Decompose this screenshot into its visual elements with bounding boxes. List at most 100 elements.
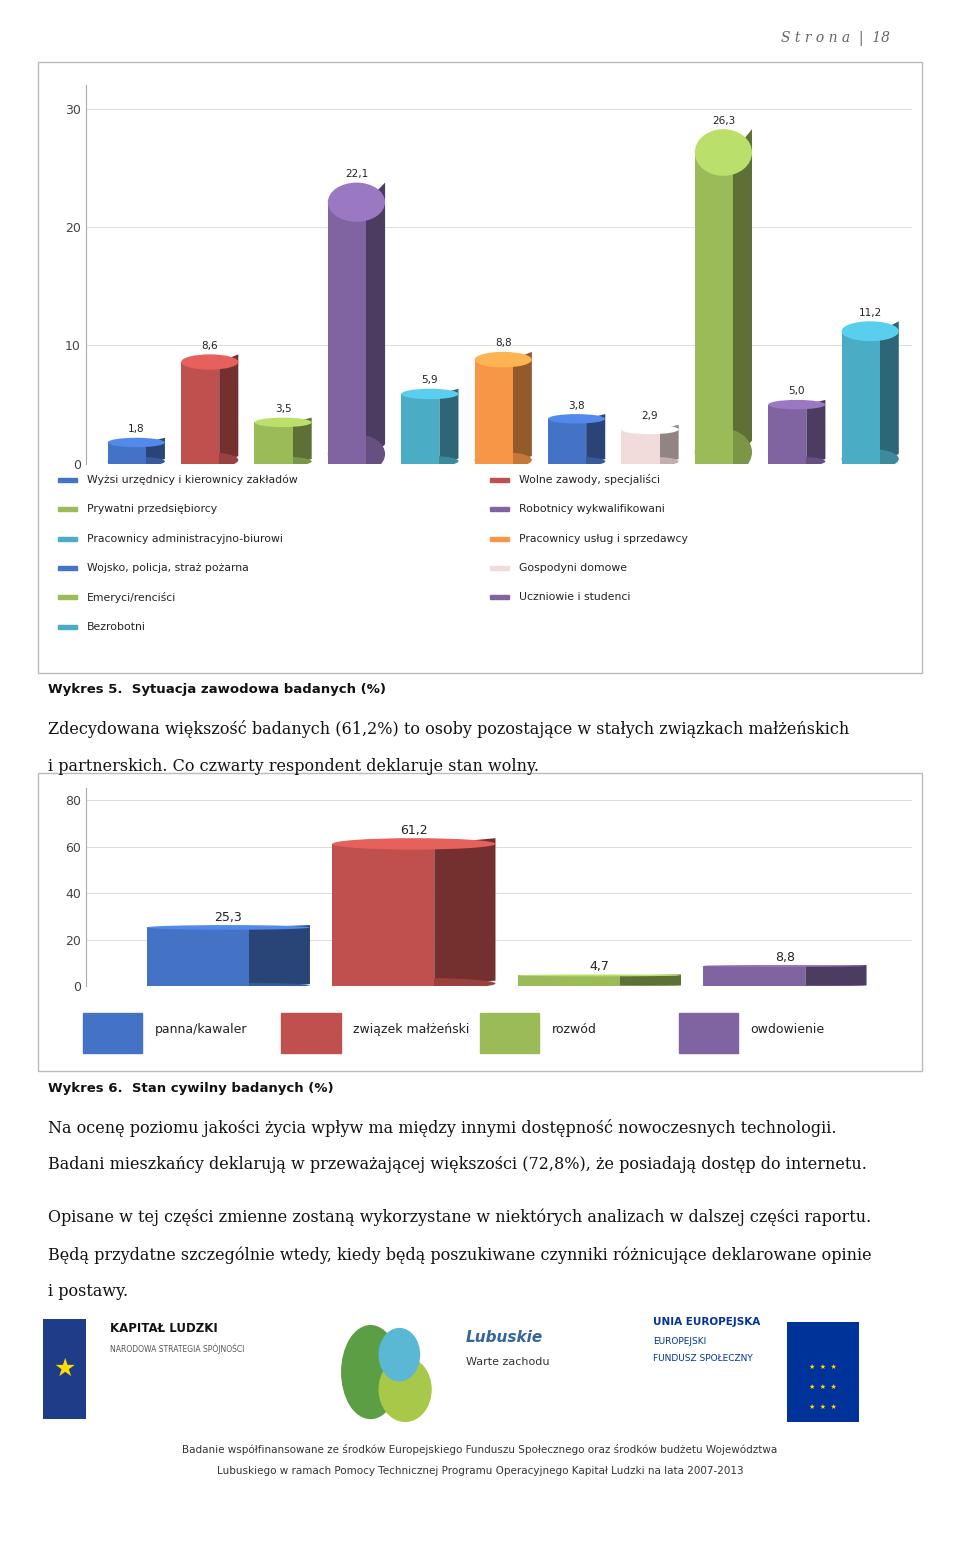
Bar	[58, 566, 77, 570]
Text: Warte zachodu: Warte zachodu	[466, 1357, 549, 1367]
Polygon shape	[660, 425, 679, 464]
Bar	[332, 844, 434, 986]
Text: 8,6: 8,6	[202, 340, 218, 351]
Ellipse shape	[181, 453, 238, 467]
Polygon shape	[732, 130, 752, 464]
Text: ★  ★  ★: ★ ★ ★	[809, 1404, 837, 1410]
Bar	[58, 625, 77, 629]
Ellipse shape	[517, 985, 681, 986]
Text: Wyżsi urzędnicy i kierownicy zakładów: Wyżsi urzędnicy i kierownicy zakładów	[87, 475, 298, 485]
Ellipse shape	[328, 182, 385, 221]
Bar	[768, 405, 806, 464]
Text: KAPITAŁ LUDZKI: KAPITAŁ LUDZKI	[110, 1322, 218, 1334]
Text: 25,3: 25,3	[214, 911, 242, 925]
Text: Pracownicy usług i sprzedawcy: Pracownicy usług i sprzedawcy	[519, 533, 688, 544]
Ellipse shape	[342, 1326, 399, 1419]
Text: 2,9: 2,9	[641, 411, 659, 421]
Text: Zdecydowana większość badanych (61,2%) to osoby pozostające w stałych związkach : Zdecydowana większość badanych (61,2%) t…	[48, 720, 850, 739]
Text: 1,8: 1,8	[128, 424, 145, 434]
Text: 26,3: 26,3	[711, 116, 735, 125]
Text: Prywatni przedsiębiorcy: Prywatni przedsiębiorcy	[87, 504, 217, 515]
Text: Pracownicy administracyjno-biurowi: Pracownicy administracyjno-biurowi	[87, 533, 283, 544]
Polygon shape	[219, 354, 238, 464]
Bar	[480, 1013, 540, 1053]
Text: UNIA EUROPEJSKA: UNIA EUROPEJSKA	[653, 1317, 760, 1326]
Bar	[181, 362, 219, 464]
Ellipse shape	[548, 414, 605, 424]
Ellipse shape	[842, 322, 899, 342]
Bar	[490, 536, 509, 541]
Polygon shape	[805, 965, 867, 986]
Text: Robotnicy wykwalifikowani: Robotnicy wykwalifikowani	[519, 504, 664, 515]
Ellipse shape	[181, 354, 238, 369]
Ellipse shape	[328, 434, 385, 473]
Text: i postawy.: i postawy.	[48, 1283, 128, 1300]
Ellipse shape	[147, 925, 310, 929]
Text: ★  ★  ★: ★ ★ ★	[809, 1384, 837, 1390]
Bar	[695, 153, 732, 464]
Bar	[58, 536, 77, 541]
Text: Lubuskie: Lubuskie	[466, 1330, 542, 1345]
Text: Wolne zawody, specjaliści: Wolne zawody, specjaliści	[519, 475, 660, 485]
Ellipse shape	[379, 1328, 420, 1381]
Ellipse shape	[401, 388, 459, 399]
Text: związek małżeński: związek małżeński	[353, 1023, 469, 1036]
Bar	[281, 1013, 341, 1053]
Bar	[474, 360, 513, 464]
Bar	[58, 478, 77, 482]
Text: Wykres 5.  Sytuacja zawodowa badanych (%): Wykres 5. Sytuacja zawodowa badanych (%)	[48, 683, 386, 696]
Text: EUROPEJSKI: EUROPEJSKI	[653, 1337, 706, 1347]
Text: Będą przydatne szczególnie wtedy, kiedy będą poszukiwane czynniki różnicujące de: Będą przydatne szczególnie wtedy, kiedy …	[48, 1246, 872, 1263]
Text: i partnerskich. Co czwarty respondent deklaruje stan wolny.: i partnerskich. Co czwarty respondent de…	[48, 758, 539, 775]
Polygon shape	[806, 400, 826, 464]
Bar	[147, 928, 249, 986]
Ellipse shape	[474, 352, 532, 368]
Bar	[254, 422, 293, 464]
Bar	[328, 203, 366, 464]
Bar	[490, 595, 509, 600]
Bar	[58, 507, 77, 512]
Ellipse shape	[695, 130, 752, 176]
Ellipse shape	[254, 417, 312, 427]
Ellipse shape	[704, 965, 867, 966]
Ellipse shape	[147, 983, 310, 988]
Text: 22,1: 22,1	[345, 169, 368, 179]
Ellipse shape	[379, 1357, 431, 1421]
Text: rozwód: rozwód	[552, 1023, 597, 1036]
Bar	[83, 1013, 142, 1053]
Ellipse shape	[704, 985, 867, 986]
Ellipse shape	[517, 974, 681, 977]
Text: 8,8: 8,8	[775, 951, 795, 963]
Polygon shape	[434, 838, 495, 986]
Ellipse shape	[332, 977, 495, 989]
Text: 8,8: 8,8	[495, 339, 512, 348]
Polygon shape	[513, 352, 532, 464]
Text: Opisane w tej części zmienne zostaną wykorzystane w niektórych analizach w dalsz: Opisane w tej części zmienne zostaną wyk…	[48, 1209, 872, 1226]
Text: Lubuskiego w ramach Pomocy Technicznej Programu Operacyjnego Kapitał Ludzki na l: Lubuskiego w ramach Pomocy Technicznej P…	[217, 1466, 743, 1475]
Text: 5,0: 5,0	[788, 386, 805, 396]
Polygon shape	[620, 974, 681, 986]
Ellipse shape	[474, 451, 532, 468]
Text: Na ocenę poziomu jakości życia wpływ ma między innymi dostępność nowoczesnych te: Na ocenę poziomu jakości życia wpływ ma …	[48, 1119, 836, 1138]
Text: Badanie współfinansowane ze środków Europejskiego Funduszu Społecznego oraz środ: Badanie współfinansowane ze środków Euro…	[182, 1444, 778, 1455]
Ellipse shape	[548, 456, 605, 467]
Ellipse shape	[621, 456, 679, 467]
Bar	[490, 566, 509, 570]
Text: S t r o n a  |  18: S t r o n a | 18	[780, 31, 890, 46]
Polygon shape	[366, 182, 385, 464]
Bar	[490, 478, 509, 482]
Bar	[548, 419, 587, 464]
Text: 4,7: 4,7	[589, 960, 610, 974]
Bar	[490, 507, 509, 512]
Polygon shape	[587, 414, 605, 464]
Bar	[517, 976, 620, 986]
Text: NARODOWA STRATEGIA SPÓJNOŚCI: NARODOWA STRATEGIA SPÓJNOŚCI	[110, 1343, 245, 1354]
Ellipse shape	[254, 456, 312, 467]
Text: Emeryci/renciści: Emeryci/renciści	[87, 592, 177, 603]
Polygon shape	[249, 925, 310, 986]
Bar	[842, 331, 879, 464]
Text: Bezrobotni: Bezrobotni	[87, 621, 146, 632]
Ellipse shape	[108, 456, 165, 467]
Ellipse shape	[108, 438, 165, 447]
Ellipse shape	[401, 456, 459, 467]
